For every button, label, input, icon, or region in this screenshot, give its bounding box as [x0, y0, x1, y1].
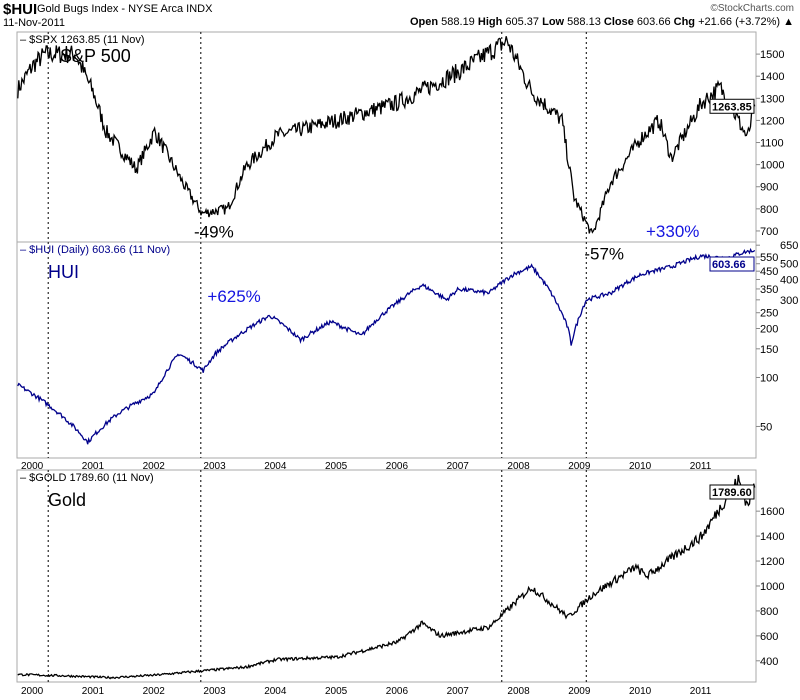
y-tick-label: 700 [760, 226, 778, 238]
y-tick-label: 350 [760, 284, 778, 296]
index-name: Gold Bugs Index - NYSE Arca INDX [37, 3, 213, 15]
high-value: 605.37 [505, 16, 540, 28]
annotation: +330% [646, 222, 699, 241]
y-tick-label: 1200 [760, 115, 784, 127]
x-tick-label: 2010 [629, 461, 652, 472]
last-value-label: 1789.60 [712, 487, 752, 499]
series-line [17, 247, 756, 445]
y-tick-label: 1400 [760, 71, 784, 83]
chg-label: Chg [673, 16, 696, 28]
y-tick-label: 800 [760, 606, 778, 618]
y-tick-label: 1500 [760, 49, 784, 61]
brand[interactable]: ©StockCharts.com [710, 3, 794, 14]
open-label: Open [409, 16, 439, 28]
legend-label: – $GOLD 1789.60 (11 Nov) [20, 472, 154, 484]
last-value-box [709, 98, 755, 114]
y-tick-label: 150 [760, 344, 778, 356]
y-tick-label: 400 [760, 656, 778, 668]
last-value-label: 1263.85 [712, 101, 752, 113]
y-tick-label: 250 [760, 308, 778, 320]
x-tick-label: 2003 [203, 461, 226, 472]
panel-title: S&P 500 [60, 46, 131, 66]
x-tick-label: 2011 [690, 461, 712, 472]
y-tick-label: 50 [760, 421, 772, 433]
low-value: 588.13 [567, 16, 601, 28]
x-tick-label: 2007 [447, 461, 470, 472]
panel-frame [16, 241, 757, 459]
ohlc: Open 588.19 High 605.37 Low 588.13 Close… [409, 16, 794, 28]
x-tick-label: 2002 [143, 461, 166, 472]
last-value-label: 603.66 [712, 259, 746, 271]
x-tick-label: 2004 [264, 461, 287, 472]
legend-label: – $HUI (Daily) 603.66 (11 Nov) [20, 244, 170, 256]
series-line [17, 474, 756, 680]
x-tick-label: 2008 [507, 461, 530, 472]
y-tick-label: 400 [780, 275, 798, 287]
close-label: Close [603, 16, 634, 28]
x-tick-label: 2008 [507, 686, 530, 697]
annotation: -49% [194, 222, 234, 241]
last-value-box [709, 256, 755, 272]
y-tick-label: 1300 [760, 93, 784, 105]
series-line [17, 36, 756, 234]
x-tick-label: 2004 [264, 686, 287, 697]
panel-title: Gold [48, 490, 86, 510]
y-tick-label: 100 [760, 372, 778, 384]
x-tick-label: 2011 [690, 686, 712, 697]
y-tick-label: 1400 [760, 531, 784, 543]
x-tick-label: 2009 [568, 686, 591, 697]
open-value: 588.19 [441, 16, 475, 28]
x-tick-label: 2005 [325, 461, 348, 472]
y-tick-label: 600 [760, 631, 778, 643]
close-value: 603.66 [636, 16, 671, 28]
x-tick-label: 2006 [386, 686, 409, 697]
chg-value: +21.66 (+3.72%) [698, 16, 781, 28]
x-tick-label: 2009 [568, 461, 591, 472]
y-tick-label: 450 [760, 266, 778, 278]
low-label: Low [542, 16, 565, 28]
x-tick-label: 2000 [21, 686, 44, 697]
y-tick-label: 1200 [760, 556, 784, 568]
last-value-box [709, 484, 755, 500]
panel-title: HUI [48, 262, 79, 282]
x-tick-label: 2000 [21, 461, 44, 472]
date: 11-Nov-2011 [3, 17, 65, 29]
x-tick-label: 2003 [203, 686, 226, 697]
x-tick-label: 2001 [82, 686, 105, 697]
high-label: High [477, 16, 503, 28]
annotation: -57% [584, 244, 624, 263]
y-tick-label: 200 [760, 323, 778, 335]
chart-header: $HUI Gold Bugs Index - NYSE Arca INDX ©S… [3, 0, 798, 32]
y-tick-label: 500 [780, 259, 798, 271]
symbol: $HUI [3, 1, 38, 18]
legend-label: – $SPX 1263.85 (11 Nov) [20, 34, 145, 46]
x-tick-label: 2010 [629, 686, 652, 697]
y-tick-label: 1000 [760, 581, 784, 593]
annotation: +625% [207, 287, 260, 306]
x-tick-label: 2007 [447, 686, 470, 697]
y-tick-label: 1600 [760, 506, 784, 518]
y-tick-label: 800 [760, 204, 778, 216]
y-tick-label: 550 [760, 252, 778, 264]
y-tick-label: 650 [780, 240, 798, 252]
x-tick-label: 2002 [143, 686, 166, 697]
y-tick-label: 1100 [760, 138, 784, 150]
x-tick-label: 2001 [82, 461, 105, 472]
x-tick-label: 2005 [325, 686, 348, 697]
x-tick-label: 2006 [386, 461, 409, 472]
panel-frame [16, 469, 757, 683]
y-tick-label: 1000 [760, 160, 784, 172]
y-tick-label: 300 [780, 295, 798, 307]
y-tick-label: 900 [760, 182, 778, 194]
